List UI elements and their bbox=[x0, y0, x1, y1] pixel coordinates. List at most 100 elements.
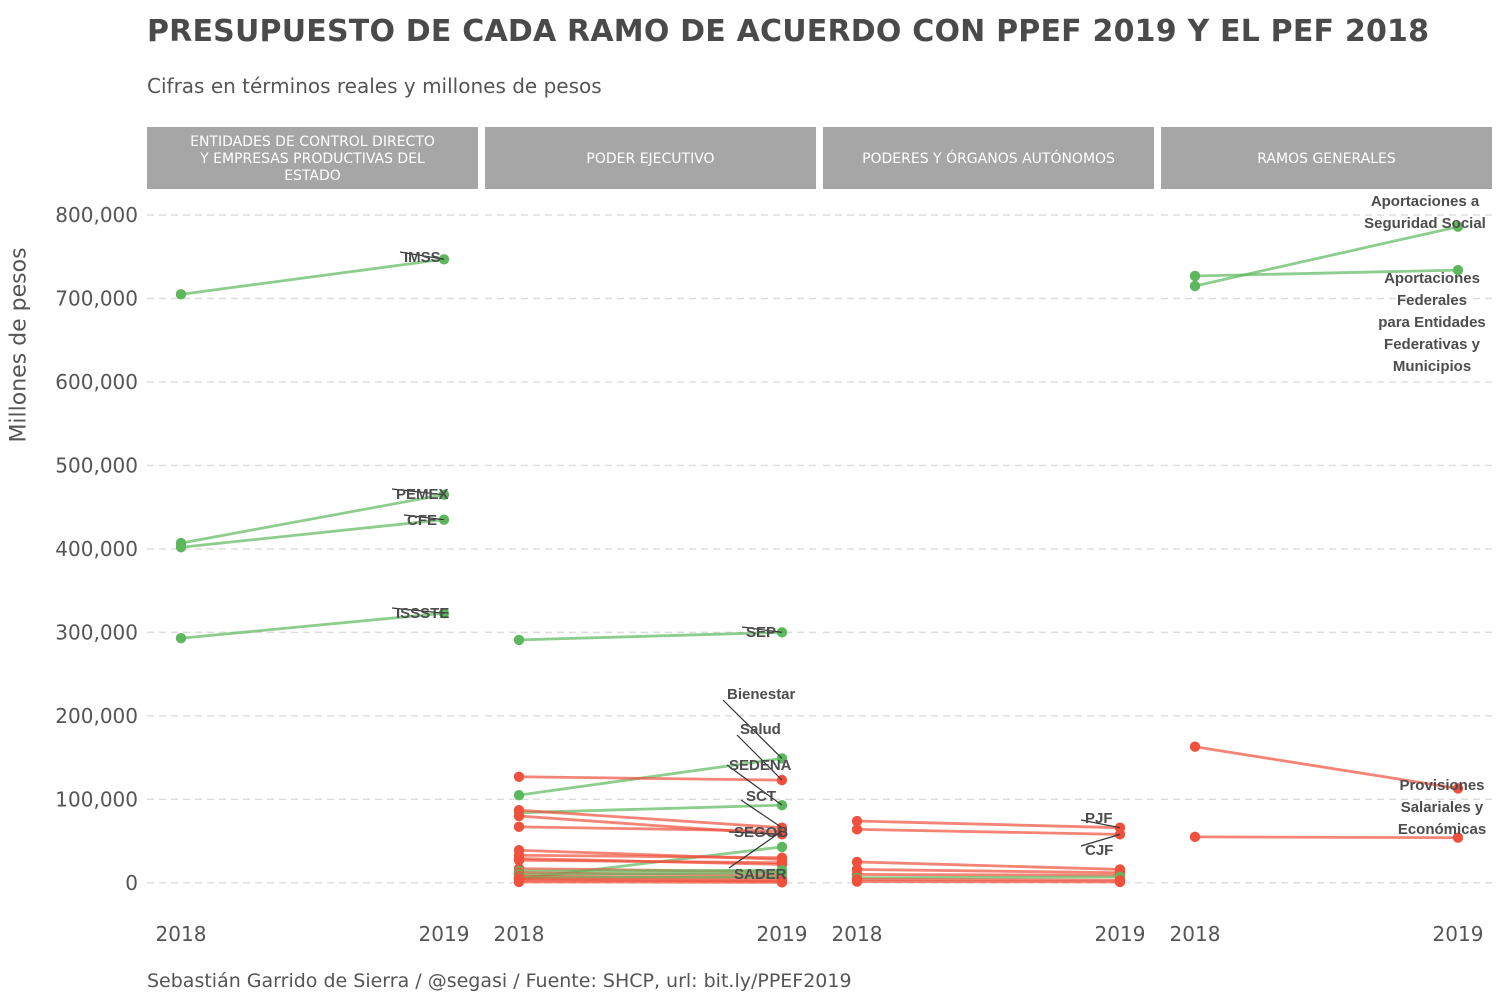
x-tick-label: 2018 bbox=[1170, 922, 1221, 946]
series-line-group bbox=[851, 824, 1126, 840]
data-point bbox=[1452, 832, 1464, 843]
series-label: Salariales y bbox=[1401, 799, 1484, 816]
series-line bbox=[180, 493, 445, 545]
series-line bbox=[180, 611, 445, 640]
series-label-group: CFE bbox=[403, 512, 445, 529]
x-tick-label: 2019 bbox=[1095, 922, 1146, 946]
label-leader-line bbox=[391, 488, 445, 496]
series-label: SEP bbox=[746, 624, 776, 641]
series-line-group bbox=[851, 876, 1126, 888]
series-line bbox=[518, 775, 783, 782]
label-leader-line bbox=[740, 799, 783, 829]
series-label: Provisiones bbox=[1399, 777, 1484, 794]
series-line-group bbox=[1189, 264, 1464, 282]
data-point bbox=[175, 633, 187, 644]
series-line-group bbox=[1189, 741, 1464, 794]
series-label: CFE bbox=[407, 512, 437, 529]
series-line bbox=[518, 803, 783, 815]
series-line bbox=[180, 518, 445, 549]
series-line bbox=[180, 257, 445, 296]
series-line bbox=[856, 875, 1121, 880]
series-label-group: SEP bbox=[741, 624, 783, 641]
data-point bbox=[175, 542, 187, 553]
facet-strip-label: ESTADO bbox=[284, 168, 341, 184]
data-point bbox=[1189, 831, 1201, 843]
series-line bbox=[856, 860, 1121, 871]
chart-subtitle: Cifras en términos reales y millones de … bbox=[147, 74, 602, 98]
series-label: Federales bbox=[1397, 292, 1467, 309]
series-label: Municipios bbox=[1393, 358, 1471, 375]
series-label-group: SEDENA bbox=[726, 757, 792, 806]
series-label: SCT bbox=[746, 788, 776, 805]
facet-strip bbox=[1161, 127, 1492, 189]
series-line-group bbox=[513, 627, 788, 646]
series-label: Bienestar bbox=[727, 686, 796, 703]
series-line-group bbox=[1189, 831, 1464, 843]
series-label: Federativas y bbox=[1384, 336, 1481, 353]
series-line bbox=[856, 878, 1121, 882]
series-label: para Entidades bbox=[1378, 314, 1486, 331]
series-line bbox=[518, 825, 783, 833]
series-label: Seguridad Social bbox=[1364, 215, 1486, 232]
series-line bbox=[1194, 268, 1459, 278]
series-label: Aportaciones a bbox=[1371, 193, 1480, 210]
label-leader-line bbox=[736, 734, 783, 781]
series-line bbox=[518, 757, 783, 797]
data-point bbox=[851, 815, 863, 827]
series-line bbox=[1194, 745, 1459, 790]
series-line bbox=[518, 871, 783, 876]
y-tick-label: 400,000 bbox=[55, 537, 138, 561]
label-leader-line bbox=[1080, 819, 1121, 829]
series-label-group: Aportaciones Federales para Entidades Feder… bbox=[1378, 270, 1486, 375]
series-line bbox=[856, 827, 1121, 836]
y-tick-label: 0 bbox=[125, 871, 138, 895]
series-label-group: Aportaciones a Seguridad Social bbox=[1364, 193, 1486, 232]
y-tick-label: 100,000 bbox=[55, 787, 138, 811]
label-leader-line bbox=[728, 831, 783, 835]
facet-strip-label: RAMOS GENERALES bbox=[1257, 151, 1396, 167]
facet-strip-label: PODER EJECUTIVO bbox=[586, 151, 714, 167]
series-line-group bbox=[175, 254, 450, 300]
label-leader-line bbox=[722, 699, 783, 759]
data-point bbox=[851, 824, 863, 835]
facet-strip bbox=[147, 127, 478, 189]
data-point bbox=[513, 821, 525, 833]
series-label-group: Bienestar bbox=[722, 686, 796, 759]
data-point bbox=[851, 876, 863, 887]
label-leader-line bbox=[741, 626, 783, 633]
y-tick-label: 800,000 bbox=[55, 203, 138, 227]
series-line bbox=[518, 853, 783, 860]
data-point bbox=[513, 771, 525, 782]
data-point bbox=[1452, 221, 1464, 232]
facet-strip-label: ENTIDADES DE CONTROL DIRECTO bbox=[190, 134, 435, 150]
x-tick-label: 2018 bbox=[494, 922, 545, 946]
data-point bbox=[1114, 876, 1126, 888]
data-point bbox=[513, 876, 525, 888]
facet-strip bbox=[823, 127, 1154, 189]
facet-strip-label: Y EMPRESAS PRODUCTIVAS DEL bbox=[199, 151, 425, 167]
data-point bbox=[1189, 741, 1201, 752]
series-label-group: SCT bbox=[740, 788, 783, 829]
y-tick-label: 700,000 bbox=[55, 287, 138, 311]
x-tick-label: 2019 bbox=[1433, 922, 1484, 946]
series-label-group: ISSSTE bbox=[391, 605, 449, 622]
series-label: Salud bbox=[740, 721, 781, 738]
data-point bbox=[513, 855, 525, 866]
data-point bbox=[513, 789, 525, 801]
series-line-group bbox=[513, 876, 788, 888]
series-line bbox=[1194, 835, 1459, 840]
series-label-group: Salud bbox=[736, 721, 783, 781]
series-label-group: SADER bbox=[728, 830, 787, 883]
chart-title: PRESUPUESTO DE CADA RAMO DE ACUERDO CON … bbox=[147, 14, 1430, 49]
series-label-group: PJF bbox=[1080, 810, 1121, 829]
data-point bbox=[175, 289, 187, 300]
series-label: SEDENA bbox=[729, 757, 792, 774]
label-leader-line bbox=[403, 514, 445, 521]
series-line bbox=[518, 858, 783, 865]
series-line bbox=[856, 873, 1121, 877]
data-point bbox=[776, 841, 788, 853]
series-label-group: CJF bbox=[1080, 833, 1121, 859]
data-point bbox=[513, 634, 525, 646]
data-point bbox=[1189, 270, 1201, 282]
